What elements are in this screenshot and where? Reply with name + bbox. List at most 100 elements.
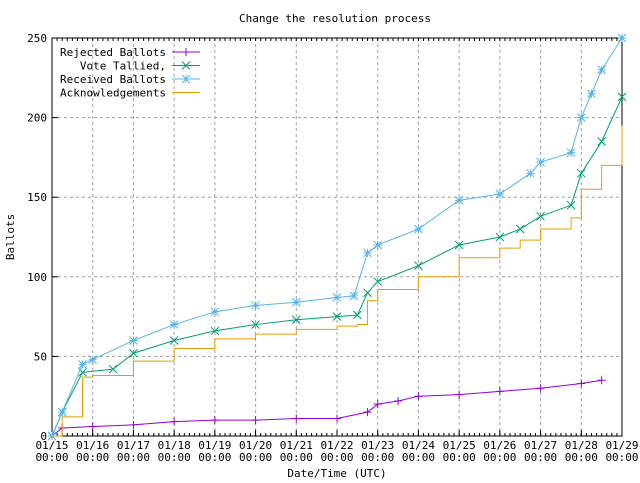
data-point bbox=[129, 420, 138, 429]
x-tick-label: 01/16 00:00 bbox=[76, 439, 109, 464]
data-point bbox=[597, 65, 606, 75]
x-axis-label: Date/Time (UTC) bbox=[287, 467, 386, 480]
x-tick-label: 01/21 00:00 bbox=[280, 439, 313, 464]
data-point bbox=[169, 320, 179, 329]
data-point bbox=[576, 168, 586, 178]
data-point bbox=[597, 137, 606, 146]
y-axis-label: Ballots bbox=[4, 214, 17, 260]
data-point bbox=[495, 387, 504, 396]
data-point bbox=[251, 416, 260, 425]
data-point bbox=[576, 113, 586, 122]
data-point bbox=[566, 200, 576, 210]
x-tick-label: 01/22 00:00 bbox=[320, 439, 353, 464]
data-point bbox=[349, 291, 359, 301]
series-line bbox=[52, 125, 623, 437]
data-point bbox=[251, 320, 260, 329]
data-point bbox=[454, 240, 464, 250]
y-tick-label: 200 bbox=[27, 112, 47, 125]
data-point bbox=[291, 315, 301, 325]
chart-title: Change the resolution process bbox=[239, 12, 431, 25]
plot-border bbox=[51, 37, 623, 437]
x-tick-label: 01/29 00:00 bbox=[605, 439, 638, 464]
x-tick-label: 01/23 00:00 bbox=[361, 439, 394, 464]
series-line bbox=[51, 96, 623, 437]
x-tick-label: 01/28 00:00 bbox=[565, 439, 598, 464]
data-point bbox=[332, 293, 342, 302]
data-point bbox=[332, 312, 342, 321]
data-point bbox=[414, 224, 423, 234]
y-tick-label: 100 bbox=[27, 271, 47, 284]
data-point bbox=[394, 396, 403, 405]
x-tick-label: 01/27 00:00 bbox=[524, 439, 557, 464]
data-point bbox=[251, 301, 260, 310]
data-point bbox=[210, 326, 220, 336]
y-tick-label: 250 bbox=[27, 32, 47, 45]
data-point bbox=[455, 390, 464, 399]
data-point bbox=[495, 189, 505, 199]
data-point bbox=[181, 61, 191, 70]
data-point bbox=[363, 248, 372, 258]
data-point bbox=[526, 168, 535, 178]
data-point bbox=[495, 232, 505, 242]
data-point bbox=[291, 297, 301, 307]
data-point bbox=[210, 416, 219, 425]
data-point bbox=[577, 379, 586, 388]
data-point bbox=[373, 400, 382, 409]
data-point bbox=[181, 74, 191, 84]
data-point bbox=[454, 196, 464, 205]
x-tick-label: 01/18 00:00 bbox=[158, 439, 191, 464]
data-point bbox=[617, 92, 627, 102]
y-tick-label: 50 bbox=[34, 350, 47, 363]
data-point bbox=[373, 240, 383, 250]
data-point bbox=[587, 89, 596, 99]
data-point bbox=[108, 364, 118, 374]
x-tick-label: 01/25 00:00 bbox=[443, 439, 476, 464]
data-point bbox=[88, 422, 97, 431]
y-tick-label: 150 bbox=[27, 191, 47, 204]
data-point bbox=[597, 376, 606, 385]
data-point bbox=[78, 360, 87, 369]
grid bbox=[52, 38, 622, 436]
data-point bbox=[292, 414, 301, 423]
data-point bbox=[414, 392, 423, 401]
data-point bbox=[566, 148, 576, 157]
legend-label: Vote Tallied, bbox=[80, 60, 166, 73]
series-line bbox=[51, 379, 602, 437]
data-point bbox=[57, 407, 67, 417]
data-point bbox=[617, 33, 627, 43]
series-received-ballots bbox=[47, 33, 627, 441]
data-point bbox=[169, 336, 179, 345]
data-point bbox=[536, 211, 545, 221]
legend-label: Rejected Ballots bbox=[60, 46, 166, 59]
y-tick-label: 0 bbox=[40, 430, 47, 443]
data-point bbox=[373, 277, 383, 286]
series-acknowledgements bbox=[52, 125, 623, 437]
series-rejected-ballots bbox=[48, 376, 606, 440]
x-tick-label: 01/26 00:00 bbox=[483, 439, 516, 464]
data-point bbox=[363, 408, 372, 417]
data-point bbox=[353, 310, 362, 320]
x-tick-label: 01/24 00:00 bbox=[402, 439, 435, 464]
data-point bbox=[515, 224, 525, 234]
data-point bbox=[88, 355, 98, 364]
data-point bbox=[129, 348, 138, 358]
x-tick-label: 01/17 00:00 bbox=[117, 439, 150, 464]
legend-label: Received Ballots bbox=[60, 73, 166, 86]
data-point bbox=[363, 288, 372, 298]
data-point bbox=[170, 417, 179, 426]
data-point bbox=[182, 48, 190, 56]
data-point bbox=[536, 157, 545, 167]
data-point bbox=[129, 336, 138, 345]
series-layer bbox=[47, 33, 627, 441]
legend-label: Acknowledgements bbox=[60, 87, 166, 100]
data-point bbox=[210, 307, 220, 317]
axes: 0 50 100 150 200 250 01/15 00:00 01/16 00:00 01/17… bbox=[27, 32, 638, 464]
x-tick-label: 01/15 00:00 bbox=[35, 439, 68, 464]
x-tick-label: 01/19 00:00 bbox=[198, 439, 231, 464]
data-point bbox=[536, 384, 545, 393]
data-point bbox=[333, 414, 341, 423]
x-tick-label: 01/20 00:00 bbox=[239, 439, 272, 464]
